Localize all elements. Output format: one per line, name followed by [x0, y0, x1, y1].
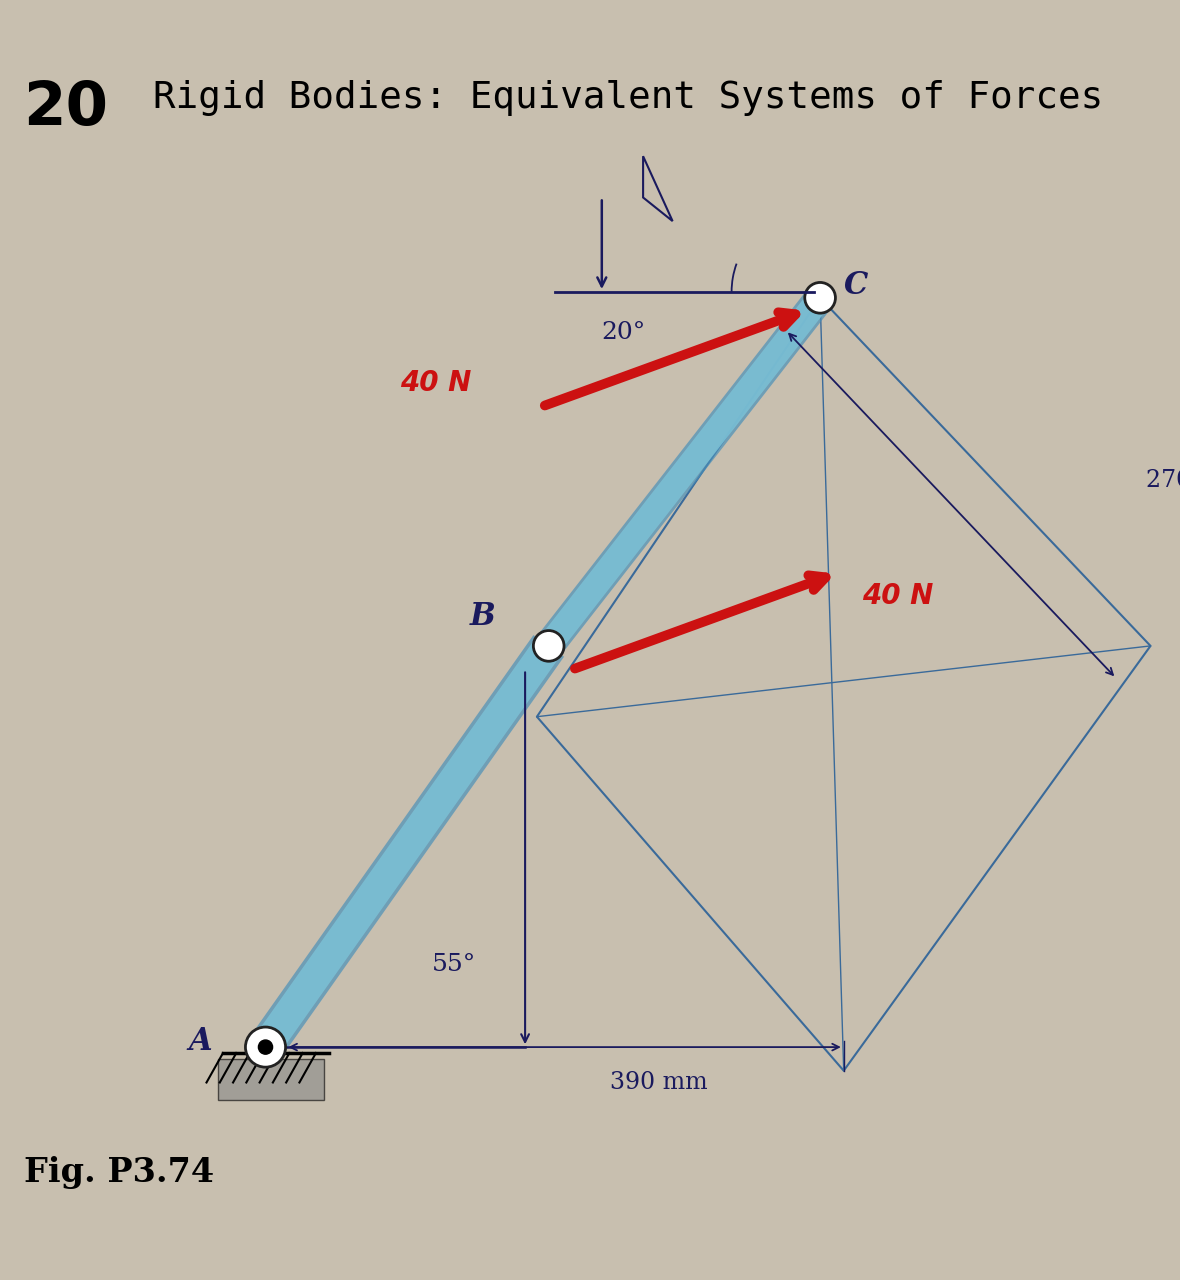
Text: Rigid Bodies: Equivalent Systems of Forces: Rigid Bodies: Equivalent Systems of Forc…: [153, 79, 1103, 115]
Text: 40 N: 40 N: [400, 369, 471, 397]
Circle shape: [245, 1027, 286, 1068]
Text: Fig. P3.74: Fig. P3.74: [24, 1156, 214, 1189]
Text: B: B: [470, 600, 496, 632]
Text: 55°: 55°: [432, 954, 477, 975]
Text: A: A: [189, 1025, 212, 1057]
Bar: [217, 1059, 323, 1101]
Circle shape: [533, 631, 564, 662]
Text: 270 mm: 270 mm: [1146, 470, 1180, 493]
Text: 40 N: 40 N: [863, 582, 933, 611]
Circle shape: [258, 1041, 273, 1055]
Text: 20°: 20°: [602, 321, 647, 344]
Circle shape: [805, 283, 835, 314]
Text: C: C: [844, 270, 868, 302]
Text: 390 mm: 390 mm: [610, 1070, 708, 1093]
Text: 20: 20: [24, 79, 109, 138]
